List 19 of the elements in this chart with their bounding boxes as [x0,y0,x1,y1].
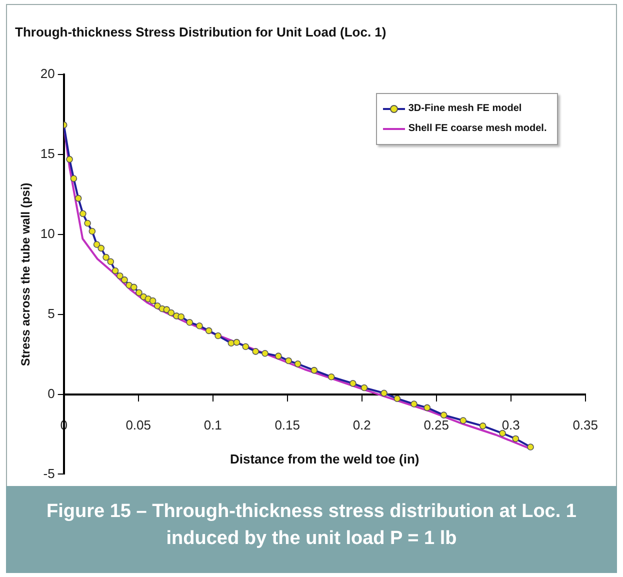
x-tick-label: 0.1 [204,418,222,433]
x-tick-label: 0.15 [274,418,300,433]
x-tick-label: 0.05 [126,418,152,433]
y-tick-label: 0 [48,386,55,401]
y-tick-label: 5 [48,306,55,321]
y-tick-label: 20 [40,66,55,82]
y-tick-label: -5 [43,466,55,481]
chart-title: Through-thickness Stress Distribution for Unit Load (Loc. 1) [15,24,386,40]
y-tick-label: 10 [40,226,55,242]
x-tick-label: 0.3 [502,418,520,433]
x-axis-title: Distance from the weld toe (in) [230,451,420,466]
x-tick-label: 0.35 [572,418,598,433]
y-axis-title: Stress across the tube wall (psi) [18,182,33,366]
legend-label: 3D-Fine mesh FE model [408,103,522,114]
caption: Figure 15 – Through-thickness stress distribution at Loc. 1 induced by the unit load P = 1 lb [6,486,617,573]
y-tick-label: 15 [40,146,55,162]
x-tick-label: 0.25 [424,418,450,433]
legend-label: Shell FE coarse mesh model. [408,123,547,134]
x-tick-label: 0.2 [352,418,371,433]
